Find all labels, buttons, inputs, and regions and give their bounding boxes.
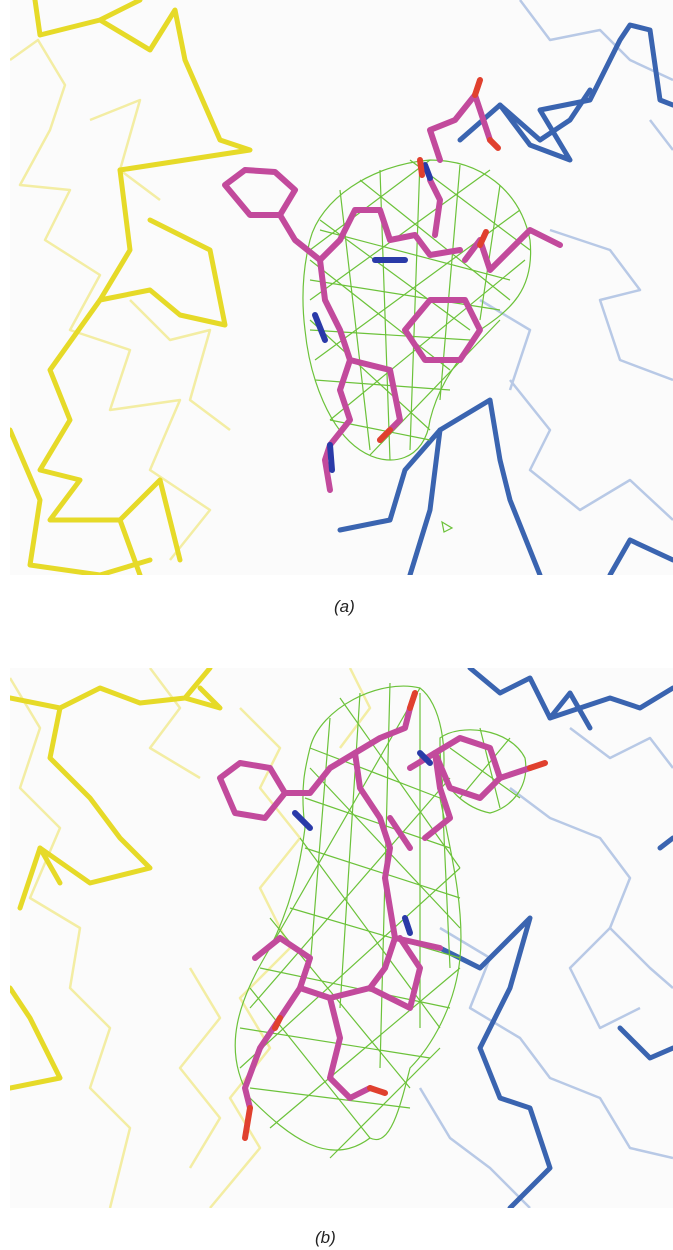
blue-chain-a [337, 22, 673, 575]
structure-panel-a [10, 0, 673, 575]
yellow-chain-faded-b [10, 668, 372, 1208]
yellow-chain-b [10, 668, 223, 1091]
ligand-b [217, 690, 548, 1141]
density-mesh-b [234, 682, 527, 1159]
yellow-chain-a [10, 0, 253, 575]
blue-chain-faded-b [418, 727, 673, 1208]
blue-chain-faded-a [479, 0, 673, 521]
structure-panel-b [10, 668, 673, 1208]
yellow-chain-faded-a [10, 38, 231, 561]
ligand-a [222, 77, 563, 493]
blue-chain-b [437, 668, 673, 1208]
panel-a-render [10, 0, 673, 575]
caption-a: (a) [334, 597, 355, 616]
panel-b-render [10, 668, 673, 1208]
caption-b: (b) [315, 1228, 336, 1247]
